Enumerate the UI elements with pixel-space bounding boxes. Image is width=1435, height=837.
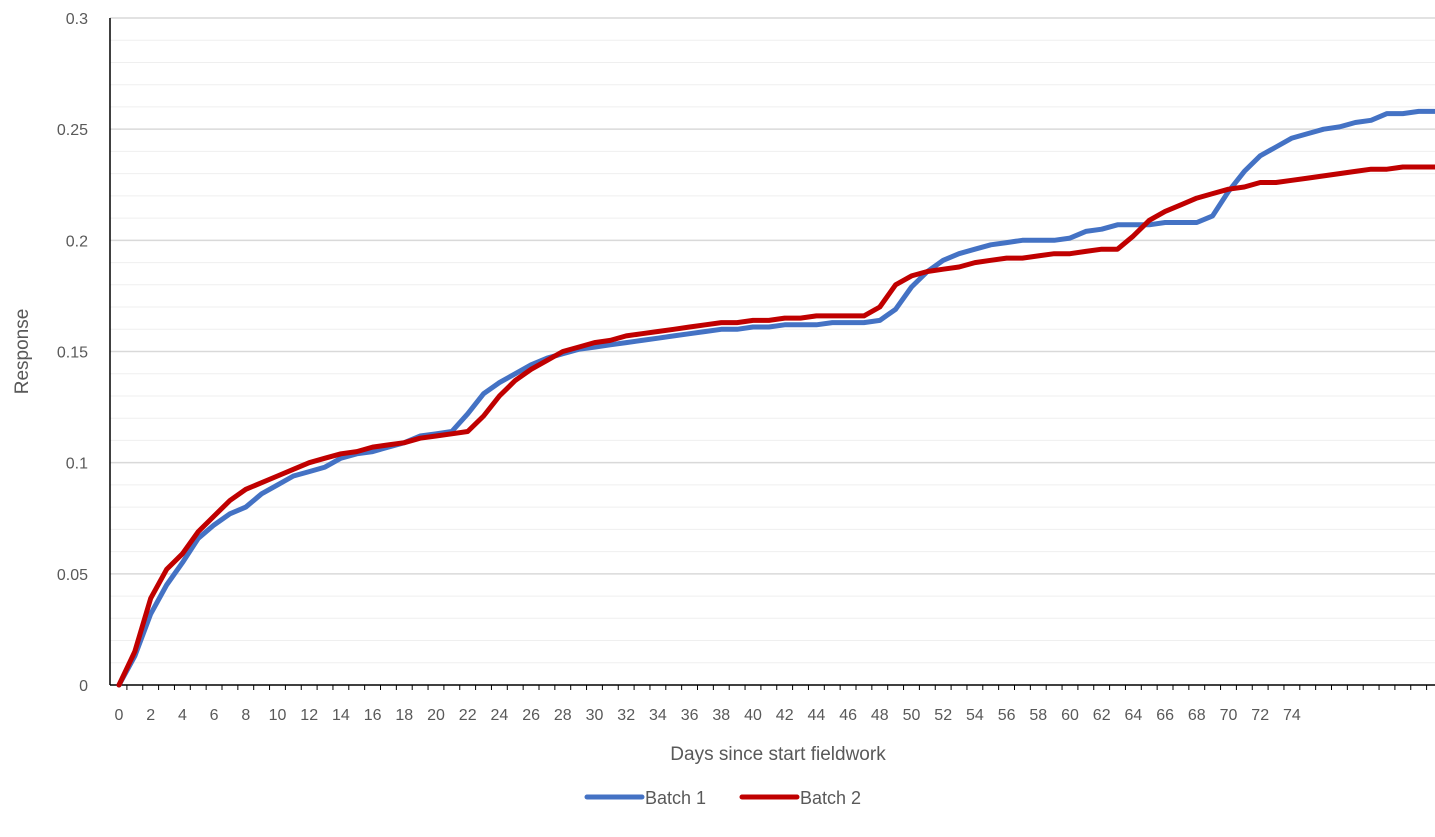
x-tick-label: 12 xyxy=(300,707,318,724)
x-tick-label: 20 xyxy=(427,707,445,724)
y-axis-title: Response xyxy=(12,309,33,395)
x-tick-label: 6 xyxy=(210,707,219,724)
x-tick-label: 28 xyxy=(554,707,572,724)
y-axis-tick-labels: 0 0.05 0.1 0.15 0.2 0.25 0.3 xyxy=(57,11,88,695)
x-tick-label: 46 xyxy=(839,707,857,724)
x-tick-label: 52 xyxy=(934,707,952,724)
x-tick-label: 50 xyxy=(903,707,921,724)
x-tick-label: 8 xyxy=(241,707,250,724)
x-tick-label: 68 xyxy=(1188,707,1206,724)
x-tick-label: 48 xyxy=(871,707,889,724)
x-axis: 0 2 4 6 8 10 12 14 16 18 20 22 24 26 28 30 32 34 36 38 40 42 4… xyxy=(110,684,1435,724)
legend: Batch 1 Batch 2 xyxy=(584,788,861,808)
y-tick-label: 0.15 xyxy=(57,345,88,362)
gridlines xyxy=(110,17,1435,664)
y-tick-label: 0 xyxy=(79,678,88,695)
x-tick-label: 16 xyxy=(364,707,382,724)
y-tick-label: 0.3 xyxy=(66,11,88,28)
x-tick-label: 26 xyxy=(522,707,540,724)
x-tick-label: 30 xyxy=(586,707,604,724)
x-tick-label: 38 xyxy=(712,707,730,724)
y-tick-label: 0.25 xyxy=(57,122,88,139)
x-tick-label: 74 xyxy=(1283,707,1301,724)
x-tick-label: 32 xyxy=(617,707,635,724)
x-tick-label: 14 xyxy=(332,707,350,724)
series-lines xyxy=(116,108,1435,688)
x-tick-label: 2 xyxy=(146,707,155,724)
y-tick-label: 0.05 xyxy=(57,567,88,584)
x-tick-label: 18 xyxy=(395,707,413,724)
x-tick-label: 36 xyxy=(681,707,699,724)
x-tick-label: 64 xyxy=(1125,707,1143,724)
x-axis-title: Days since start fieldwork xyxy=(670,744,886,765)
x-tick-label: 40 xyxy=(744,707,762,724)
x-tick-label: 58 xyxy=(1029,707,1047,724)
x-tick-label: 10 xyxy=(269,707,287,724)
x-tick-label: 72 xyxy=(1251,707,1269,724)
legend-label-batch-1: Batch 1 xyxy=(645,788,706,808)
x-tick-label: 56 xyxy=(998,707,1016,724)
x-tick-label: 70 xyxy=(1220,707,1238,724)
series-line-batch-1 xyxy=(116,108,1435,688)
series-line-batch-2 xyxy=(116,164,1435,688)
x-tick-label: 60 xyxy=(1061,707,1079,724)
x-tick-label: 0 xyxy=(115,707,124,724)
x-tick-label: 62 xyxy=(1093,707,1111,724)
x-tick-label: 66 xyxy=(1156,707,1174,724)
x-tick-label: 24 xyxy=(491,707,509,724)
y-tick-label: 0.2 xyxy=(66,233,88,250)
x-tick-label: 4 xyxy=(178,707,187,724)
x-tick-label: 54 xyxy=(966,707,984,724)
legend-label-batch-2: Batch 2 xyxy=(800,788,861,808)
x-tick-label: 42 xyxy=(776,707,794,724)
x-tick-label: 22 xyxy=(459,707,477,724)
x-tick-label: 44 xyxy=(808,707,826,724)
x-tick-label: 34 xyxy=(649,707,667,724)
y-tick-label: 0.1 xyxy=(66,456,88,473)
